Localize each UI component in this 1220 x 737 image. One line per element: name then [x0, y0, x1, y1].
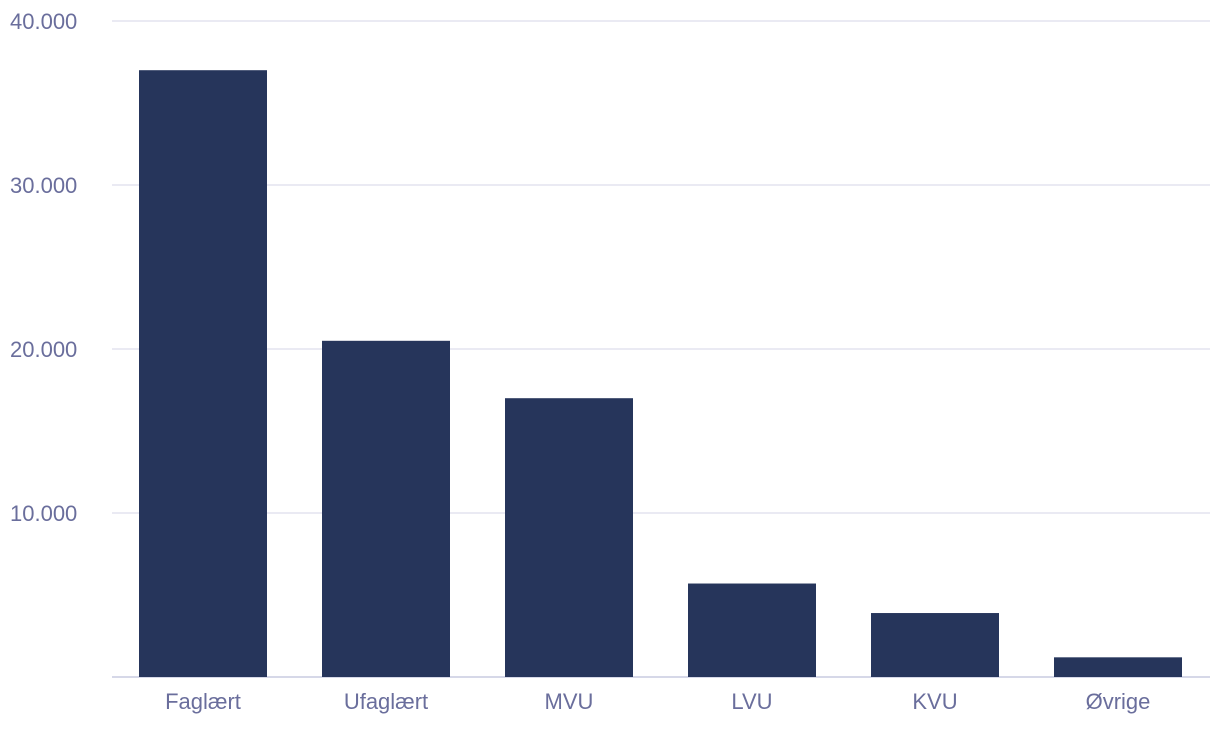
y-tick-label: 20.000	[10, 337, 77, 362]
x-tick-label: LVU	[731, 689, 772, 714]
y-tick-label: 10.000	[10, 501, 77, 526]
bar-1	[322, 340, 450, 677]
y-axis-tick-labels: 10.000 20.000 30.000 40.000	[10, 9, 77, 526]
x-tick-label: Ufaglært	[344, 689, 428, 714]
bars	[139, 70, 1182, 677]
bar-0	[139, 70, 267, 677]
bar-3	[688, 583, 816, 677]
bar-4	[871, 613, 999, 677]
x-tick-label: Øvrige	[1086, 689, 1151, 714]
gridlines	[112, 20, 1210, 678]
bar-2	[505, 398, 633, 677]
x-tick-label: MVU	[545, 689, 594, 714]
y-tick-label: 40.000	[10, 9, 77, 34]
y-tick-label: 30.000	[10, 173, 77, 198]
x-tick-label: KVU	[912, 689, 957, 714]
x-tick-label: Faglært	[165, 689, 241, 714]
bar-5	[1054, 657, 1182, 677]
x-axis-tick-labels: Faglært Ufaglært MVU LVU KVU Øvrige	[165, 689, 1150, 714]
